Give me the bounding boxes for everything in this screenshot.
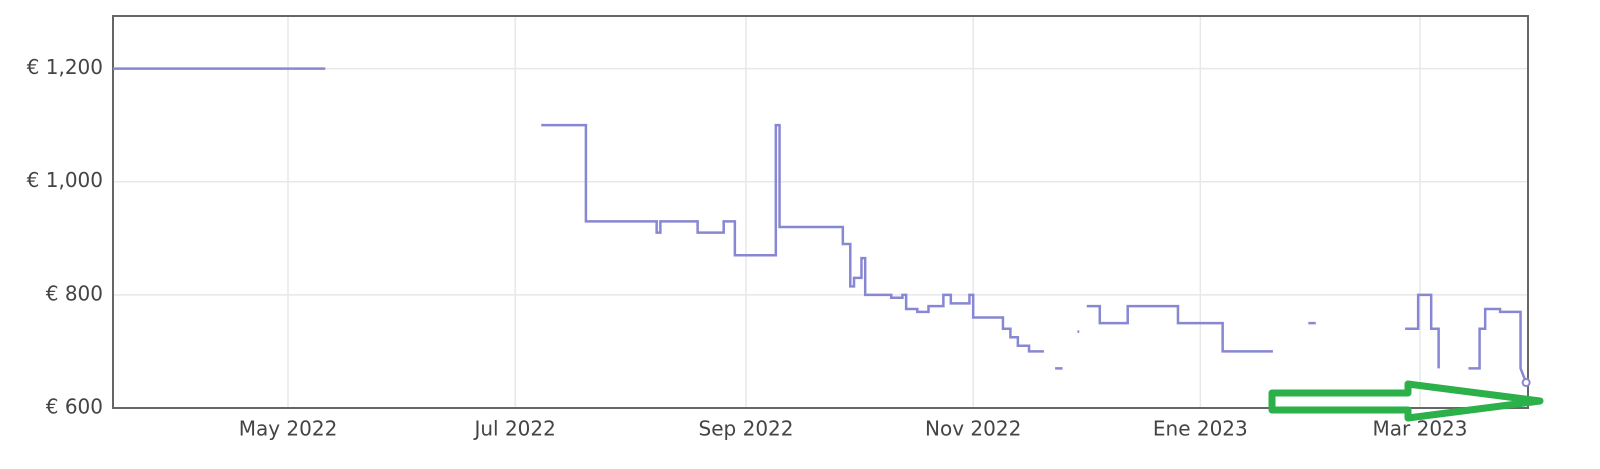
- annotation-arrow: [1268, 380, 1544, 422]
- x-tick-label: Ene 2023: [1153, 417, 1248, 441]
- x-tick-label: Sep 2022: [699, 417, 794, 441]
- plot-frame: [112, 15, 1529, 409]
- y-tick-label: € 600: [46, 395, 103, 419]
- price-line: [113, 67, 1528, 384]
- last-point: [1521, 378, 1531, 388]
- y-tick-label: € 1,000: [27, 168, 103, 192]
- x-tick-label: Mar 2023: [1373, 417, 1468, 441]
- arrow-shape: [1268, 380, 1544, 422]
- x-tick-label: Nov 2022: [925, 417, 1021, 441]
- x-tick-label: May 2022: [239, 417, 338, 441]
- y-tick-label: € 800: [46, 281, 103, 305]
- x-tick-label: Jul 2022: [472, 417, 555, 441]
- y-tick-label: € 1,200: [27, 55, 103, 79]
